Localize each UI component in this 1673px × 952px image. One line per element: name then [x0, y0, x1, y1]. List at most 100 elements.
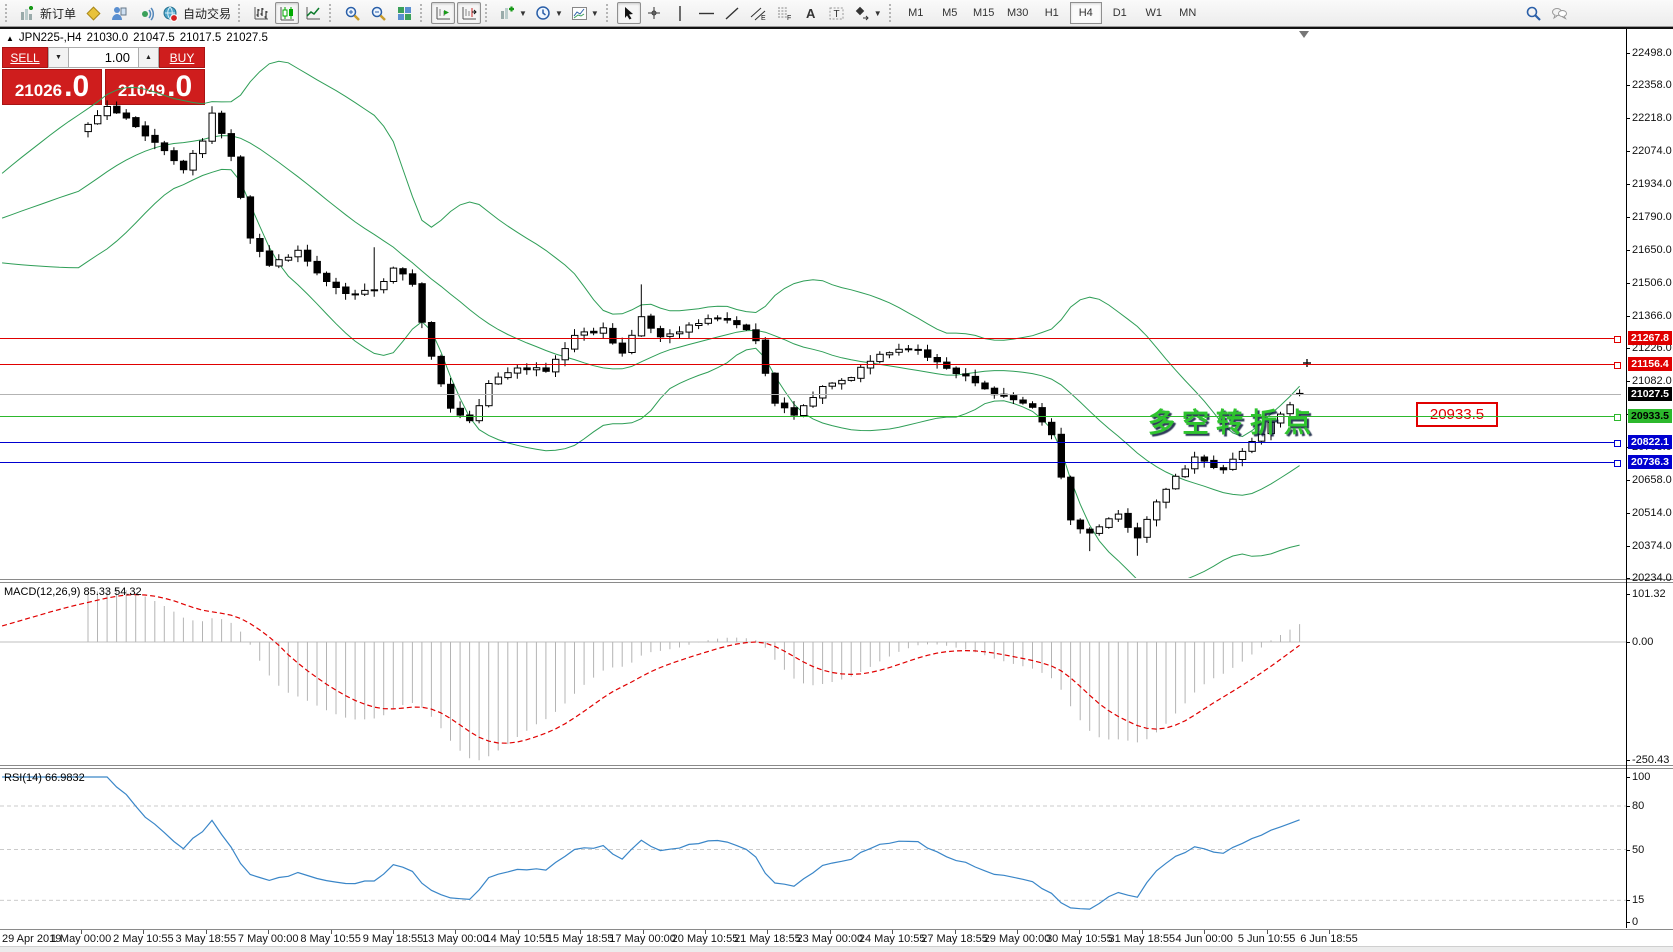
volume-input[interactable]: 1.00 [69, 47, 138, 68]
vertical-line-button[interactable] [669, 2, 693, 24]
toolbar-group-handle[interactable] [5, 4, 12, 22]
line-anchor-handle[interactable] [1614, 440, 1621, 447]
dropdown-caret-icon[interactable]: ▼ [873, 8, 882, 18]
time-axis-tick [517, 930, 519, 934]
templates-button[interactable]: ▼ [568, 2, 602, 24]
collapse-triangle-icon[interactable]: ▲ [6, 33, 14, 43]
timeframe-w1[interactable]: W1 [1145, 7, 1162, 19]
zoom-in-button[interactable] [340, 2, 364, 24]
time-axis-tick [705, 930, 706, 934]
chart-shift-icon [462, 6, 477, 19]
timeframe-m15[interactable]: M15 [973, 7, 995, 19]
line-anchor-handle[interactable] [1614, 362, 1621, 369]
line-anchor-handle[interactable] [1614, 414, 1621, 421]
search-icon[interactable] [1521, 2, 1545, 24]
timeframe-m30[interactable]: M30 [1007, 7, 1029, 19]
timeframe-h4[interactable]: H4 [1069, 2, 1102, 24]
time-axis-tick [1017, 930, 1018, 934]
arrows-button[interactable]: ▼ [851, 2, 885, 24]
horizontal-line[interactable] [0, 440, 1621, 447]
bars-icon [254, 6, 268, 19]
timeframe-d1[interactable]: D1 [1112, 7, 1127, 19]
time-axis-label: 29 Apr 2019 [2, 933, 62, 945]
crosshair-button[interactable] [643, 2, 667, 24]
toolbar-group-handle[interactable] [485, 4, 492, 22]
main-macd-separator[interactable] [0, 579, 1673, 583]
sell-button[interactable]: SELL [2, 47, 48, 68]
time-axis-tick [642, 930, 644, 934]
line-anchor-handle[interactable] [1614, 460, 1621, 467]
market-watch-button[interactable] [107, 2, 131, 24]
candlestick-chart-button[interactable] [275, 2, 300, 24]
fibonacci-button[interactable]: F [773, 2, 797, 24]
bid-price-line [0, 393, 1621, 395]
time-axis-label: 1 May 00:00 [50, 933, 112, 945]
dropdown-caret-icon[interactable]: ▼ [554, 8, 563, 18]
horizontal-line[interactable] [0, 460, 1621, 467]
sell-price-box[interactable]: 21026 .0 [2, 69, 102, 105]
bollinger-upper-band[interactable] [1, 60, 1300, 438]
bollinger-lower-band[interactable] [2, 168, 1300, 578]
timeframe-m5[interactable]: M5 [942, 7, 958, 19]
turning-point-annotation[interactable]: 多空转折点 [1148, 408, 1318, 438]
autotrading-button[interactable]: 自动交易 [159, 2, 234, 24]
horizontal-line[interactable] [0, 414, 1621, 421]
macd-plot [0, 589, 1626, 761]
toolbar-group-handle[interactable] [329, 4, 336, 22]
time-axis-tick [330, 930, 332, 934]
time-axis-label: 8 May 10:55 [300, 933, 361, 945]
time-axis-label: 6 Jun 18:55 [1300, 933, 1358, 945]
price-axis-tick: 20514.0 [1626, 507, 1672, 520]
toolbar-group-handle[interactable] [605, 4, 613, 22]
chart-shift-marker-icon[interactable] [1299, 31, 1309, 38]
signals-button[interactable] [133, 2, 157, 24]
chart-title: ▲ JPN225-,H4 21030.0 21047.5 21017.5 210… [6, 32, 273, 44]
volume-down-button[interactable]: ▼ [48, 47, 69, 68]
timeframe-mn[interactable]: MN [1179, 7, 1197, 19]
zoom-out-button[interactable] [366, 2, 390, 24]
timeframe-m1[interactable]: M1 [908, 7, 924, 19]
layers-button[interactable] [81, 2, 105, 24]
volume-up-button[interactable]: ▲ [138, 47, 159, 68]
dropdown-caret-icon[interactable]: ▼ [590, 8, 599, 18]
rsi-label: RSI(14) 66.9832 [4, 772, 85, 784]
buy-button[interactable]: BUY [159, 47, 205, 68]
line-chart-button[interactable] [301, 2, 325, 24]
timeframe-h1[interactable]: H1 [1044, 7, 1059, 19]
buy-price-box[interactable]: 21049 .0 [105, 69, 205, 105]
community-icon[interactable] [1547, 2, 1571, 24]
bar-chart-button[interactable] [249, 2, 273, 24]
price-callout-label[interactable]: 20933.5 [1416, 402, 1498, 427]
cursor-button[interactable] [616, 2, 641, 24]
symbol-period: JPN225-,H4 [18, 32, 82, 44]
line-price-tag: 20736.3 [1628, 455, 1672, 469]
macd-rsi-separator[interactable] [0, 765, 1673, 769]
dropdown-caret-icon[interactable]: ▼ [519, 8, 527, 18]
zoom-out-icon [371, 6, 386, 21]
trendline-button[interactable] [721, 2, 745, 24]
auto-scroll-button[interactable] [431, 2, 456, 24]
horizontal-line[interactable] [0, 362, 1621, 369]
bollinger-middle-band[interactable] [1, 135, 1300, 496]
cross-marker-icon[interactable] [1303, 359, 1311, 367]
tile-windows-button[interactable] [392, 2, 416, 24]
horizontal-line-button[interactable] [695, 2, 719, 24]
price-plot [1, 60, 1311, 578]
chart-shift-button[interactable] [457, 2, 482, 24]
time-axis[interactable]: 29 Apr 2019 1 May 00:00 2 May 10:55 3 May 1… [0, 929, 1673, 947]
hline-icon [699, 12, 715, 14]
toolbar-group-handle[interactable] [238, 4, 245, 22]
indicators-button[interactable]: ▼ [496, 2, 530, 24]
text-button[interactable]: A [799, 2, 823, 24]
time-axis-tick [143, 930, 145, 934]
equidistant-channel-button[interactable]: E [747, 2, 771, 24]
new-order-button[interactable]: 新订单 [16, 2, 79, 24]
time-axis-tick [1266, 930, 1268, 934]
price-axis-tick: 20658.0 [1626, 473, 1672, 486]
toolbar-group-handle[interactable] [420, 4, 427, 22]
horizontal-line[interactable] [0, 336, 1621, 343]
text-label-button[interactable]: T [825, 2, 849, 24]
periods-button[interactable]: ▼ [532, 2, 566, 24]
rsi-axis-tick: 100 [1626, 771, 1672, 783]
line-anchor-handle[interactable] [1614, 336, 1621, 343]
